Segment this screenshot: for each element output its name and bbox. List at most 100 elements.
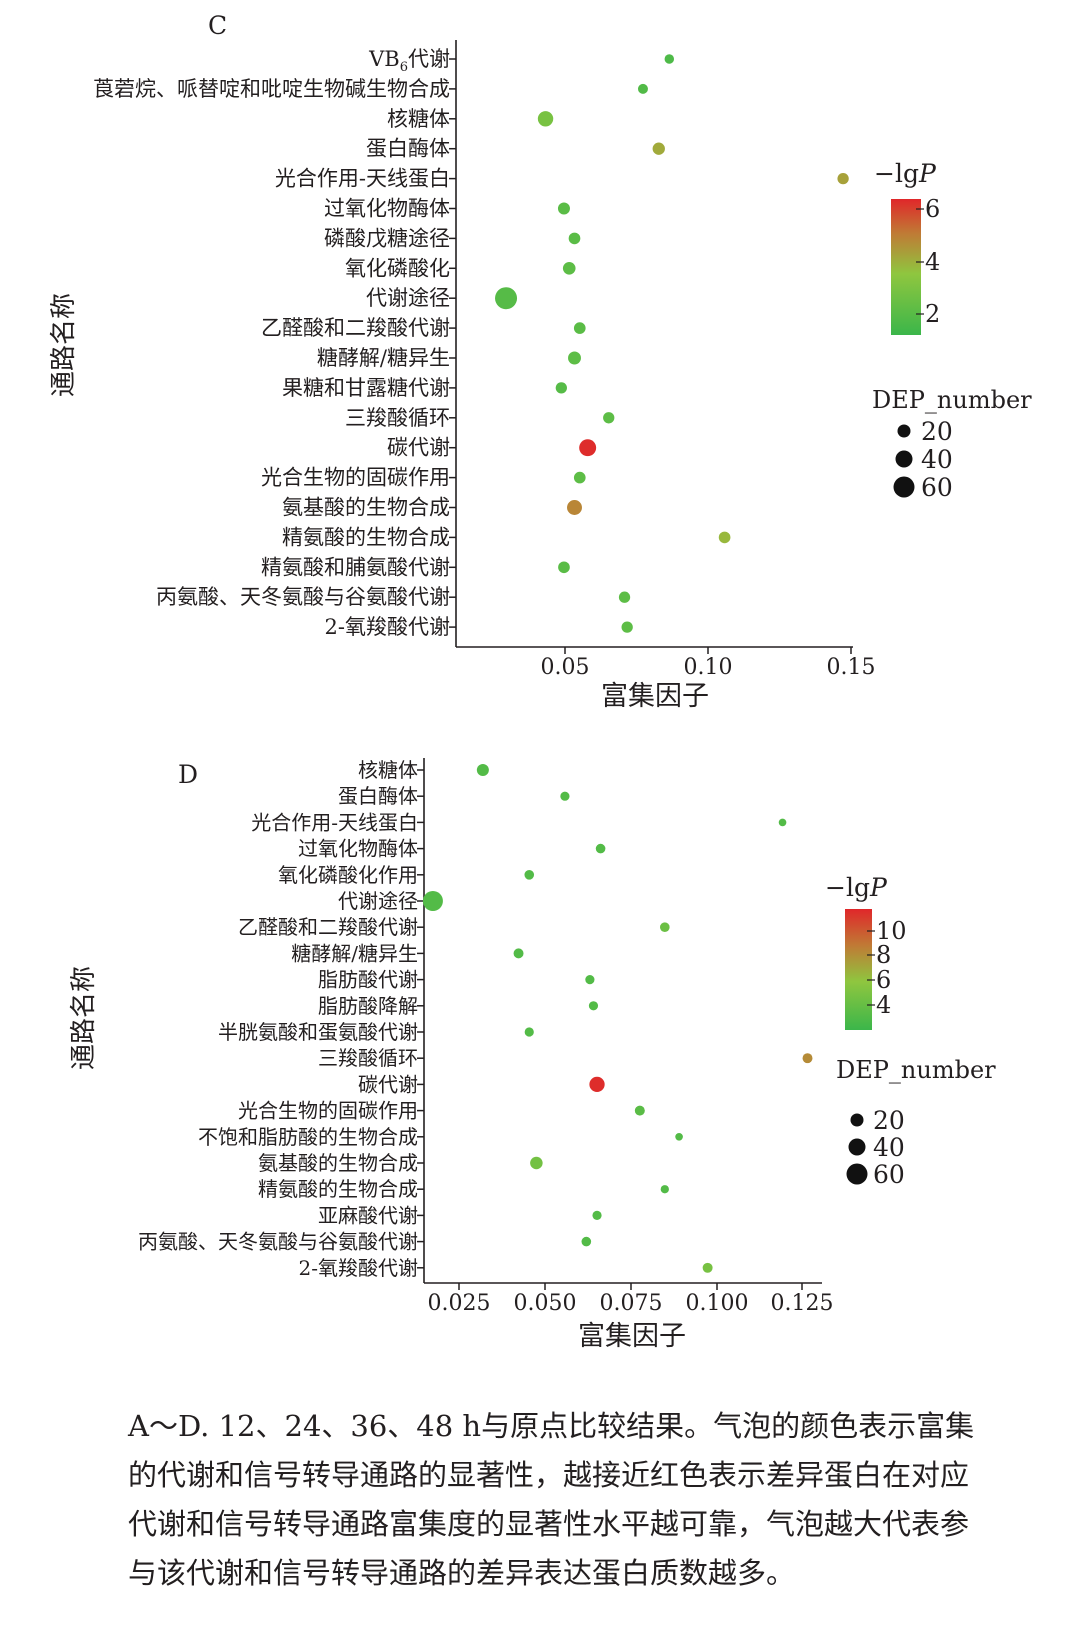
pathway-label: 光合作用-天线蛋白 [251,810,418,834]
pathway-name: 丙氨酸、天冬氨酸与谷氨酸代谢 [138,1230,418,1254]
color-legend-tick-label: 4 [925,248,940,276]
pathway-name: 代谢途径 [338,889,418,913]
data-bubble [592,1210,602,1220]
pathway-name: 2-氧羧酸代谢 [299,1256,418,1280]
pathway-name: 不饱和脂肪酸的生物合成 [198,1125,418,1149]
y-axis-title: 通路名称 [49,293,79,397]
pathway-subscript: 6 [400,60,408,75]
pathway-name: 亚麻酸代谢 [318,1203,418,1227]
data-bubble [618,591,631,603]
data-bubble [568,351,581,365]
pathway-label: 代谢途径 [338,889,418,913]
data-bubble [524,870,535,880]
pathway-label: 丙氨酸、天冬氨酸与谷氨酸代谢 [156,585,450,609]
color-legend-tick-label: 6 [876,966,891,994]
size-legend-bubble [848,1138,866,1156]
pathway-name: 三羧酸循环 [345,406,450,430]
pathway-name: 半胱氨酸和蛋氨酸代谢 [218,1020,418,1044]
data-bubble [652,142,665,155]
pathway-label: 核糖体 [358,758,418,782]
color-legend-title: −lgP [825,873,888,902]
pathway-name: 代谢途径 [366,286,450,310]
data-bubble [495,287,518,310]
x-axis-title: 富集因子 [578,1321,686,1352]
pathway-name: 光合生物的固碳作用 [238,1099,418,1123]
data-bubble [422,891,443,911]
x-tick-label: 0.15 [827,655,876,680]
data-bubble [573,471,586,484]
pathway-name: 糖酵解/糖异生 [317,346,450,370]
color-legend-tick-label: 2 [925,300,940,328]
data-bubble [562,261,576,275]
data-bubble [778,818,787,827]
pathway-name: 碳代谢 [358,1072,418,1096]
data-bubble [555,382,567,394]
pathway-name: 核糖体 [387,107,450,131]
size-legend-bubble [850,1113,864,1127]
x-tick-label: 0.100 [686,1291,749,1316]
data-bubble [588,1001,599,1011]
data-bubble [573,322,586,334]
data-bubble [524,1027,534,1037]
pathway-name: 光合作用-天线蛋白 [251,810,418,834]
pathway-name: 2-氧羧酸代谢 [325,615,450,639]
data-bubble [530,1156,543,1170]
pathway-name: 过氧化物酶体 [298,837,418,861]
pathway-label: 乙醛酸和二羧酸代谢 [261,316,450,340]
color-legend-tick-label: 4 [876,991,891,1019]
color-legend-title-prefix: −lg [874,159,919,188]
size-legend-title: DEP_number [836,1056,996,1084]
pathway-label: 三羧酸循环 [318,1046,418,1070]
data-bubble [589,1076,605,1093]
size-legend-label: 40 [873,1133,905,1162]
size-legend-label: 60 [873,1160,905,1189]
size-legend-label: 40 [921,445,953,474]
data-bubble [702,1262,713,1273]
pathway-name: 蛋白酶体 [338,784,418,808]
x-tick-label: 0.075 [600,1291,663,1316]
data-bubble [664,54,675,64]
pathway-name: 果糖和甘露糖代谢 [282,376,450,400]
pathway-name: 乙醛酸和二羧酸代谢 [261,316,450,340]
pathway-label: 2-氧羧酸代谢 [299,1256,418,1280]
data-bubble [557,202,570,215]
x-axis-title: 富集因子 [601,681,709,712]
data-bubble [560,791,570,801]
pathway-name: 精氨酸的生物合成 [258,1177,418,1201]
color-legend-title: −lgP [874,159,937,188]
pathway-suffix: 代谢 [408,47,450,71]
pathway-name: 磷酸戊糖途径 [324,226,450,250]
size-legend-label: 60 [921,473,953,502]
size-legend-bubble [893,476,915,498]
pathway-name: 脂肪酸降解 [318,994,418,1018]
pathway-name: 脂肪酸代谢 [318,968,418,992]
data-bubble [581,1236,592,1247]
data-bubble [476,763,489,777]
pathway-name: 精氨酸的生物合成 [282,525,450,549]
size-legend-bubble [846,1163,868,1185]
data-bubble [537,111,554,127]
panel-label: C [208,11,227,40]
pathway-label: 氧化磷酸化 [345,256,450,280]
size-legend-label: 20 [873,1106,905,1135]
x-tick-label: 0.125 [771,1291,834,1316]
pathway-label: 蛋白酶体 [366,137,450,161]
x-tick-label: 0.05 [541,655,590,680]
pathway-label: 糖酵解/糖异生 [291,941,418,965]
data-bubble [634,1105,645,1116]
pathway-label: 乙醛酸和二羧酸代谢 [238,915,418,939]
pathway-name: 精氨酸和脯氨酸代谢 [261,555,450,579]
pathway-name: 核糖体 [358,758,418,782]
pathway-label: 碳代谢 [358,1072,418,1096]
data-bubble [579,439,597,457]
data-bubble [595,843,606,854]
data-bubble [585,975,595,985]
pathway-label: 氨基酸的生物合成 [258,1151,418,1175]
data-bubble [568,232,581,245]
pathway-label: 糖酵解/糖异生 [317,346,450,370]
color-legend-tick-label: 6 [925,195,940,223]
color-legend-tick-label: 8 [876,941,891,969]
pathway-label: 精氨酸的生物合成 [282,525,450,549]
pathway-label: 半胱氨酸和蛋氨酸代谢 [218,1020,418,1044]
